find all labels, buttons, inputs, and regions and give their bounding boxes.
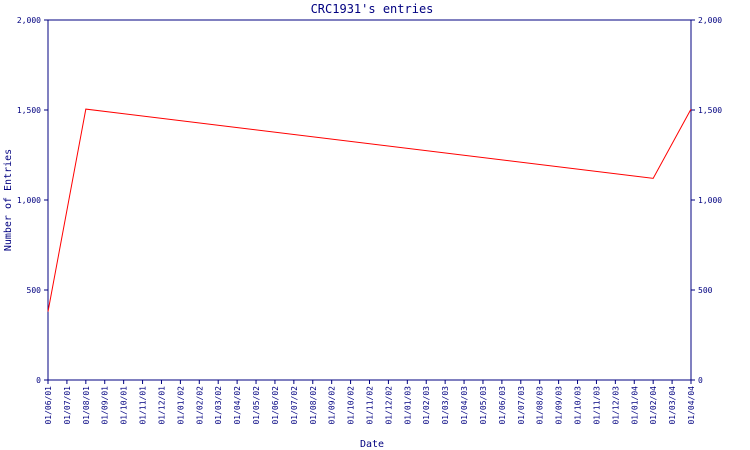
x-tick-label: 01/07/01 [63,386,72,425]
x-tick-label: 01/04/02 [233,386,242,425]
x-tick-label: 01/09/03 [555,386,564,425]
x-tick-label: 01/09/02 [328,386,337,425]
plot-frame [47,19,692,381]
x-tick-label: 01/07/03 [517,386,526,425]
x-axis: 01/06/01 01/07/01 01/08/01 01/09/01 01/10/01… [44,380,696,425]
x-tick-label: 01/11/03 [592,386,601,425]
x-tick-label: 01/06/03 [498,386,507,425]
x-tick-label: 01/07/02 [290,386,299,425]
y-tick-label-left: 1,500 [17,106,41,115]
y-tick-label-left: 2,000 [17,16,41,25]
x-tick-label: 01/02/02 [195,386,204,425]
series-group [47,108,692,312]
x-tick-label: 01/04/03 [460,386,469,425]
x-tick-label: 01/06/02 [271,386,280,425]
x-tick-label: 01/10/03 [574,386,583,425]
x-tick-label: 01/06/01 [44,386,53,425]
x-tick-label: 01/03/04 [668,386,677,425]
y-tick-label-right: 0 [698,376,703,385]
x-tick-label: 01/04/04 [687,386,696,425]
x-axis-title: Date [360,439,384,450]
x-tick-label: 01/05/03 [479,386,488,425]
x-tick-label: 01/05/02 [252,386,261,425]
x-tick-label: 01/08/02 [309,386,318,425]
x-tick-label: 01/02/03 [422,386,431,425]
y-axis-left: 0 500 1,000 1,500 2,000 [17,16,48,385]
x-tick-label: 01/12/02 [384,386,393,425]
x-tick-label: 01/01/04 [630,386,639,425]
y-tick-label-right: 1,000 [698,196,722,205]
y-tick-label-left: 0 [36,376,41,385]
x-tick-label: 01/08/03 [536,386,545,425]
y-tick-label-right: 500 [698,286,713,295]
x-tick-label: 01/03/03 [441,386,450,425]
x-tick-label: 01/01/03 [403,386,412,425]
x-tick-label: 01/02/04 [649,386,658,425]
x-tick-label: 01/11/01 [139,386,148,425]
y-axis-right: 0 500 1,000 1,500 2,000 [691,16,722,385]
x-tick-label: 01/10/01 [120,386,129,425]
x-tick-label: 01/01/02 [176,386,185,425]
x-tick-label: 01/12/03 [611,386,620,425]
y-tick-label-right: 1,500 [698,106,722,115]
chart-title: CRC1931's entries [311,2,434,16]
series-line [47,108,692,312]
y-axis-title: Number of Entries [3,149,14,251]
y-tick-label-right: 2,000 [698,16,722,25]
x-tick-label: 01/12/01 [157,386,166,425]
x-tick-label: 01/08/01 [82,386,91,425]
y-tick-label-left: 500 [27,286,42,295]
plot-area [47,19,692,381]
y-tick-label-left: 1,000 [17,196,41,205]
x-tick-label: 01/11/02 [366,386,375,425]
x-tick-label: 01/09/01 [101,386,110,425]
x-tick-label: 01/03/02 [214,386,223,425]
x-tick-label: 01/10/02 [347,386,356,425]
